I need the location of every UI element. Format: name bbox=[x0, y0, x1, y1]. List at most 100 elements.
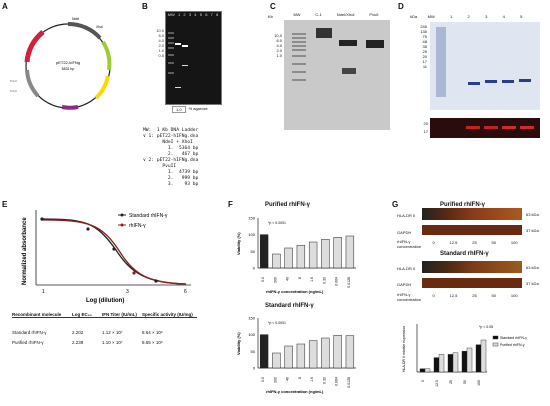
panel-f-label: F bbox=[228, 200, 233, 209]
blot-top-conc-label: rhIFN-γ concentration bbox=[397, 239, 422, 249]
blot-top-gapdh: GAPDH bbox=[397, 230, 412, 235]
svg-text:6: 6 bbox=[184, 289, 187, 295]
y-tick: 100 bbox=[248, 232, 255, 237]
bar bbox=[447, 354, 454, 373]
bar bbox=[272, 352, 281, 369]
legend-e-rhifn: rhIFN-γ bbox=[129, 223, 146, 229]
chart-e: Standard rhIFN-γ rhIFN-γ 1 3 6 Log (dilu… bbox=[22, 210, 191, 304]
legend-label: Standard rhIFN-γ bbox=[500, 336, 527, 340]
bar bbox=[345, 235, 355, 269]
x-tick: 0.0128 bbox=[347, 377, 351, 388]
x-tick: 0.0 bbox=[261, 377, 265, 382]
gel-d-bands bbox=[436, 27, 531, 97]
y-axis-label: HLA-DR II relative expression bbox=[402, 326, 406, 372]
y-tick: 100 bbox=[248, 332, 255, 337]
chart-f-bottom: 0 50 100 150 0.0 200 40 8 1.6 0.32 0.064 0.0128 *p <… bbox=[236, 316, 356, 394]
p-value: *p < 0.0001 bbox=[268, 321, 286, 325]
bar bbox=[296, 245, 306, 269]
bar bbox=[433, 357, 440, 373]
x-tick: 200 bbox=[273, 277, 277, 283]
blot-top-hla-size: 63 kDa bbox=[526, 212, 539, 217]
x-tick: 50 bbox=[463, 380, 467, 384]
x-axis-label: rhIFN-γ concentration (ng/mL) bbox=[266, 389, 324, 394]
feature-pvuii-1: PvuII bbox=[10, 79, 17, 83]
feature-xhoi: XhoI bbox=[96, 25, 103, 29]
plasmid-size: 5831 bp bbox=[62, 67, 75, 71]
gel-c-kb-marks: 10.0 6.0 4.0 2.0 1.0 bbox=[274, 33, 282, 58]
chart-g: 0 12.5 25 50 100 HLA-DR II relative expressio… bbox=[402, 324, 527, 387]
gel-b bbox=[165, 11, 222, 105]
feature-pvuii-2: PvuII bbox=[10, 89, 17, 93]
gel-d-kda-marks: 245 135 75 48 35 25 20 17 11 bbox=[420, 24, 427, 69]
bar bbox=[452, 352, 459, 373]
plasmid-map: pET22-hIFNg 5831 bp NdeI XhoI PvuII PvuI… bbox=[10, 17, 112, 110]
chart-f-top-title: Purified rhIFN-γ bbox=[265, 202, 311, 208]
x-tick: 1.6 bbox=[310, 277, 314, 282]
bar bbox=[308, 340, 318, 369]
blot-top-gapdh-strip bbox=[422, 225, 522, 235]
bar bbox=[480, 339, 487, 373]
bar bbox=[284, 345, 293, 369]
x-axis-label: rhIFN-γ concentration (ng/mL) bbox=[266, 289, 324, 294]
svg-text:3: 3 bbox=[126, 289, 129, 295]
bar bbox=[296, 343, 306, 369]
bar bbox=[308, 241, 318, 269]
x-tick: 0 bbox=[421, 380, 425, 382]
table-row: Standard rhIFN-γ 2.202 1.12 × 10⁷ 8.64 × 10… bbox=[12, 330, 163, 335]
western-blot-d-bands bbox=[466, 126, 534, 129]
bar bbox=[321, 239, 330, 269]
bar bbox=[438, 354, 445, 373]
x-tick: 25 bbox=[449, 380, 453, 384]
chart-f-bottom-title: Standard rhIFN-γ bbox=[265, 303, 314, 309]
bar bbox=[333, 335, 342, 369]
x-tick: 0.0128 bbox=[347, 277, 351, 288]
blot-bottom-hla-size: 63 kDa bbox=[526, 265, 539, 270]
legend-swatch bbox=[492, 335, 499, 340]
x-tick: 8 bbox=[298, 277, 302, 279]
bar bbox=[475, 344, 482, 373]
x-tick: 0.32 bbox=[322, 377, 326, 384]
x-tick: 100 bbox=[477, 380, 481, 386]
western-blot-d-marks: 20 17 bbox=[423, 121, 428, 134]
bar bbox=[321, 337, 330, 369]
feature-ndei: NdeI bbox=[72, 17, 79, 21]
bar bbox=[284, 247, 293, 269]
bar bbox=[272, 253, 281, 269]
gel-d bbox=[430, 22, 540, 110]
panel-g-bottom-title: Standard rhIFN-γ bbox=[440, 251, 489, 257]
blot-top-hla: HLA-DR II bbox=[397, 213, 416, 218]
plasmid-name: pET22-hIFNg bbox=[56, 60, 80, 65]
blot-top-gapdh-size: 37 kDa bbox=[526, 228, 539, 233]
gel-b-legend: MW: 1 Kb DNA Ladder ∨ 1: pET22-hIFNg.dna … bbox=[143, 128, 199, 187]
y-tick: 0 bbox=[253, 366, 256, 371]
blot-bottom-concs: 0 12.5 25 50 100 bbox=[432, 293, 518, 298]
x-tick: 200 bbox=[273, 377, 277, 383]
blot-bottom-hla: HLA-DR II bbox=[397, 266, 416, 271]
gel-b-bands bbox=[168, 32, 188, 88]
gel-d-lanes: MW 1 2 3 4 5 bbox=[427, 14, 523, 19]
x-tick: 0.32 bbox=[322, 277, 326, 284]
blot-bottom-conc-label: rhIFN-γ concentration bbox=[397, 292, 422, 302]
legend-label: Purified rhIFN-γ bbox=[500, 343, 525, 347]
bar bbox=[419, 368, 426, 373]
blot-bottom-hla-strip bbox=[422, 261, 522, 273]
blot-bottom-gapdh-strip bbox=[422, 278, 522, 288]
y-tick: 50 bbox=[251, 349, 256, 354]
legend-swatch bbox=[492, 342, 499, 347]
svg-text:1: 1 bbox=[42, 289, 45, 295]
bar bbox=[333, 237, 342, 269]
x-tick: 12.5 bbox=[435, 380, 439, 387]
bar bbox=[259, 234, 269, 269]
bar bbox=[461, 351, 468, 373]
y-tick: 0 bbox=[253, 266, 256, 271]
bar bbox=[259, 334, 269, 369]
x-tick: 40 bbox=[286, 377, 290, 381]
blot-bottom-gapdh: GAPDH bbox=[397, 282, 412, 287]
x-tick: 0.064 bbox=[335, 277, 339, 286]
y-tick: 50 bbox=[251, 249, 256, 254]
agarose-box: 1.0 % agarose bbox=[172, 106, 208, 113]
gel-b-kb-marks: 10.0 6.0 4.0 2.0 1.0 0.5 bbox=[156, 28, 164, 58]
gel-b-lanes: MW 1 2 3 4 5 6 7 8 bbox=[167, 12, 219, 17]
panel-e-label: E bbox=[2, 200, 8, 209]
x-tick: 1.6 bbox=[310, 377, 314, 382]
